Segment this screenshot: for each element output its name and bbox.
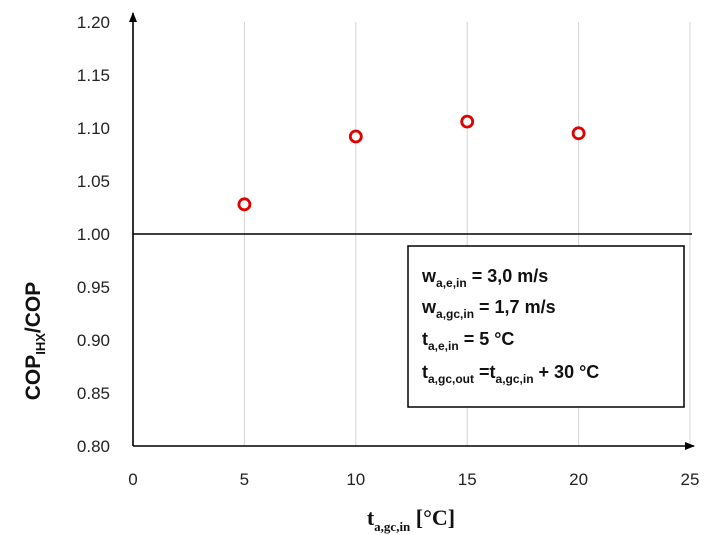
y-tick-label-0: 0.80 bbox=[77, 437, 110, 456]
x-tick-label-4: 20 bbox=[569, 470, 588, 489]
x-tick-label-2: 10 bbox=[346, 470, 365, 489]
data-points bbox=[237, 114, 586, 212]
axes bbox=[129, 12, 695, 450]
annotation-line-1: wa,gc,in = 1,7 m/s bbox=[421, 297, 556, 321]
y-tick-label-8: 1.20 bbox=[77, 13, 110, 32]
y-tick-label-1: 0.85 bbox=[77, 384, 110, 403]
annotation-box: wa,e,in = 3,0 m/s wa,gc,in = 1,7 m/s ta,e,… bbox=[407, 245, 685, 408]
y-tick-label-4: 1.00 bbox=[77, 225, 110, 244]
y-tick-label-3: 0.95 bbox=[77, 278, 110, 297]
annotation-box-frame bbox=[407, 245, 685, 408]
x-tick-label-0: 0 bbox=[128, 470, 137, 489]
annotation-line-2: ta,e,in = 5 °C bbox=[422, 329, 514, 353]
data-point-2 bbox=[460, 114, 475, 129]
annotation-line-3: ta,gc,out =ta,gc,in + 30 °C bbox=[422, 362, 599, 386]
x-tick-label-1: 5 bbox=[240, 470, 249, 489]
data-point-0 bbox=[237, 197, 252, 212]
x-axis-label: ta,gc,in [°C] bbox=[367, 505, 455, 534]
x-tick-label-5: 25 bbox=[681, 470, 700, 489]
x-tick-label-3: 15 bbox=[458, 470, 477, 489]
y-tick-label-2: 0.90 bbox=[77, 331, 110, 350]
x-tick-labels: 0 5 10 15 20 25 bbox=[128, 470, 699, 489]
y-tick-label-6: 1.10 bbox=[77, 119, 110, 138]
y-tick-label-5: 1.05 bbox=[77, 172, 110, 191]
y-axis-label: COPIHX/COP bbox=[22, 282, 48, 401]
annotation-line-0: wa,e,in = 3,0 m/s bbox=[421, 266, 548, 290]
y-tick-labels: 0.80 0.85 0.90 0.95 1.00 1.05 1.10 1.15 1.20 bbox=[77, 13, 110, 456]
y-tick-label-7: 1.15 bbox=[77, 66, 110, 85]
data-point-1 bbox=[348, 129, 363, 144]
data-point-3 bbox=[571, 126, 586, 141]
